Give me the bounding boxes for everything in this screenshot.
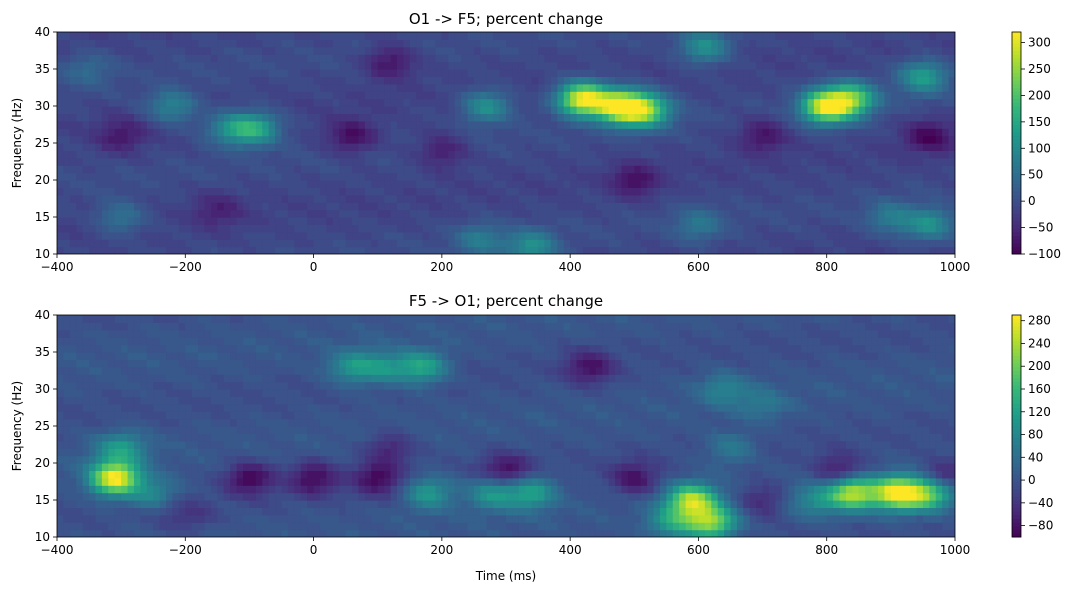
chart-title: F5 -> O1; percent change: [409, 292, 603, 310]
x-tick-label: 1000: [940, 543, 971, 557]
panel-top: O1 -> F5; percent change Frequency (Hz) …: [10, 10, 1061, 274]
colorbar-tick-label: −80: [1028, 519, 1053, 533]
y-ticks: 10 15 20 25 30 35 40: [35, 308, 57, 544]
y-axis-label: Frequency (Hz): [10, 98, 24, 189]
y-tick-label: 30: [35, 382, 50, 396]
x-tick-label: 1000: [940, 260, 971, 274]
y-axis-label: Frequency (Hz): [10, 381, 24, 472]
x-tick-label: 800: [815, 260, 838, 274]
x-tick-label: −200: [169, 543, 202, 557]
x-tick-label: 600: [687, 543, 710, 557]
colorbar-tick-label: −50: [1028, 221, 1053, 235]
colorbar-tick-label: 0: [1028, 473, 1036, 487]
y-tick-label: 15: [35, 493, 50, 507]
colorbar-tick-label: 0: [1028, 194, 1036, 208]
colorbar-tick-label: −40: [1028, 496, 1053, 510]
heatmap-plot: [56, 31, 956, 255]
x-tick-label: 400: [559, 543, 582, 557]
x-tick-label: 0: [310, 260, 318, 274]
colorbar-tick-label: 100: [1028, 141, 1051, 155]
x-tick-label: 0: [310, 543, 318, 557]
y-tick-label: 10: [35, 530, 50, 544]
colorbar-tick-label: 50: [1028, 168, 1043, 182]
x-tick-label: 200: [430, 543, 453, 557]
colorbar-tick-label: 200: [1028, 359, 1051, 373]
panel-bottom: F5 -> O1; percent change Frequency (Hz) …: [10, 292, 1053, 583]
colorbar-tick-label: 240: [1028, 336, 1051, 350]
colorbar-tick-label: 150: [1028, 115, 1051, 129]
y-tick-label: 40: [35, 25, 50, 39]
colorbar-tick-label: 300: [1028, 36, 1051, 50]
y-tick-label: 20: [35, 173, 50, 187]
y-tick-label: 10: [35, 247, 50, 261]
colorbar: −80 −40 0 40 80 120 160 200 240 280: [1011, 314, 1053, 538]
x-tick-label: 600: [687, 260, 710, 274]
colorbar-tick-label: 160: [1028, 382, 1051, 396]
y-tick-label: 25: [35, 136, 50, 150]
y-tick-label: 20: [35, 456, 50, 470]
colorbar-tick-label: 200: [1028, 88, 1051, 102]
colorbar: −100 −50 0 50 100 150 200 250 300: [1011, 31, 1061, 261]
colorbar-tick-label: 280: [1028, 314, 1051, 328]
colorbar-tick-label: −100: [1028, 247, 1061, 261]
x-tick-label: 400: [559, 260, 582, 274]
colorbar-tick-label: 120: [1028, 405, 1051, 419]
x-ticks: −400 −200 0 200 400 600 800 1000: [41, 537, 971, 557]
colorbar-tick-label: 40: [1028, 450, 1043, 464]
x-tick-label: 800: [815, 543, 838, 557]
heatmap-plot: [56, 314, 956, 538]
y-ticks: 10 15 20 25 30 35 40: [35, 25, 57, 261]
x-tick-label: −200: [169, 260, 202, 274]
y-tick-label: 15: [35, 210, 50, 224]
chart-title: O1 -> F5; percent change: [409, 10, 603, 28]
colorbar-tick-label: 250: [1028, 62, 1051, 76]
colorbar-tick-label: 80: [1028, 428, 1043, 442]
x-axis-label: Time (ms): [475, 569, 537, 583]
x-ticks: −400 −200 0 200 400 600 800 1000: [41, 254, 971, 274]
y-tick-label: 35: [35, 62, 50, 76]
x-tick-label: −400: [41, 543, 74, 557]
y-tick-label: 40: [35, 308, 50, 322]
y-tick-label: 30: [35, 99, 50, 113]
x-tick-label: −400: [41, 260, 74, 274]
y-tick-label: 25: [35, 419, 50, 433]
y-tick-label: 35: [35, 345, 50, 359]
x-tick-label: 200: [430, 260, 453, 274]
